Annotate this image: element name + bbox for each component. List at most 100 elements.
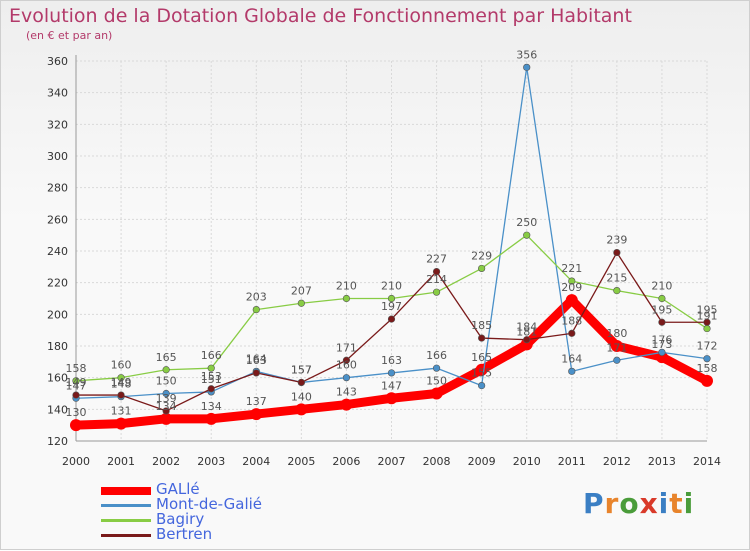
x-tick-label: 2009 [468, 455, 496, 468]
data-label: 158 [697, 362, 718, 375]
data-label: 140 [291, 390, 312, 403]
data-label: 158 [66, 362, 87, 375]
data-point [295, 403, 308, 416]
data-point [613, 248, 621, 257]
data-label: 147 [66, 379, 87, 392]
x-tick-label: 2002 [152, 455, 180, 468]
legend-swatch [101, 519, 151, 522]
data-label: 172 [697, 340, 718, 353]
chart-title: Evolution de la Dotation Globale de Fonc… [9, 5, 632, 27]
data-point [703, 355, 711, 363]
y-tick-label: 160 [47, 372, 68, 385]
data-label: 203 [246, 291, 267, 304]
x-tick-label: 2014 [693, 455, 721, 468]
data-point [162, 366, 170, 374]
data-label: 137 [246, 395, 267, 408]
data-point [565, 294, 578, 307]
data-point [162, 389, 170, 398]
y-tick-label: 220 [47, 277, 68, 290]
data-point [703, 324, 711, 333]
proxiti-logo: Proxiti [583, 487, 694, 520]
data-point [523, 336, 531, 344]
y-tick-label: 120 [47, 435, 68, 448]
x-tick-label: 2003 [197, 455, 225, 468]
data-label: 221 [561, 262, 582, 275]
logo-letter: r [604, 487, 620, 520]
data-label: 151 [201, 373, 222, 386]
data-label: 165 [471, 351, 492, 364]
y-tick-label: 240 [47, 245, 68, 258]
data-label: 185 [471, 319, 492, 332]
data-point [340, 398, 353, 411]
data-label: 195 [651, 303, 672, 316]
data-point [72, 377, 80, 385]
logo-letter: P [583, 487, 605, 520]
data-label: 164 [246, 352, 267, 365]
data-point [342, 356, 351, 364]
data-label: 160 [111, 359, 132, 372]
data-point [432, 364, 441, 372]
data-label: 173 [651, 338, 672, 351]
data-point [568, 367, 576, 375]
data-point [478, 334, 486, 342]
data-label: 195 [697, 303, 718, 316]
legend-label: GALlé [156, 480, 200, 498]
data-point [160, 412, 173, 425]
data-label: 239 [606, 234, 627, 247]
x-tick-label: 2010 [513, 455, 541, 468]
x-tick-label: 2006 [332, 455, 360, 468]
data-point [703, 318, 711, 326]
logo-letter: i [658, 487, 670, 520]
data-point [658, 348, 666, 356]
data-label: 184 [516, 321, 537, 334]
data-label: 210 [336, 280, 357, 293]
data-point [385, 392, 398, 405]
data-point [568, 277, 576, 285]
data-label: 356 [516, 48, 537, 61]
data-label: 191 [697, 310, 718, 323]
legend-label: Bagiry [156, 510, 205, 528]
data-label: 180 [606, 327, 627, 340]
data-point [432, 267, 441, 276]
data-point [613, 356, 621, 364]
data-label: 181 [516, 325, 537, 338]
data-point [207, 385, 215, 393]
data-label: 214 [426, 273, 447, 286]
data-point [250, 408, 263, 421]
data-label: 160 [336, 359, 357, 372]
data-point [568, 329, 576, 337]
legend-swatch [101, 534, 151, 537]
x-tick-label: 2001 [107, 455, 135, 468]
x-tick-label: 2004 [242, 455, 270, 468]
data-point [387, 369, 396, 377]
legend-label: Mont-de-Galié [156, 495, 263, 513]
x-tick-label: 2000 [62, 455, 90, 468]
x-tick-label: 2007 [378, 455, 406, 468]
chart-subtitle: (en € et par an) [26, 29, 113, 42]
data-label: 166 [201, 349, 222, 362]
data-point [523, 63, 531, 71]
y-tick-label: 340 [47, 87, 68, 100]
data-point [387, 315, 396, 323]
data-label: 148 [111, 378, 132, 391]
data-label: 150 [156, 375, 177, 388]
data-label: 207 [291, 284, 312, 297]
data-label: 215 [606, 272, 627, 285]
data-point [478, 264, 486, 273]
data-point [523, 231, 531, 239]
y-tick-label: 180 [47, 340, 68, 353]
data-label: 157 [291, 363, 312, 376]
data-point [72, 391, 80, 399]
y-tick-label: 320 [47, 118, 68, 131]
data-label: 130 [66, 406, 87, 419]
logo-letter: t [669, 487, 684, 520]
data-point [432, 288, 441, 296]
data-label: 157 [291, 363, 312, 376]
x-tick-label: 2008 [423, 455, 451, 468]
data-label: 139 [156, 392, 177, 405]
data-point [297, 299, 305, 307]
data-label: 134 [156, 400, 177, 413]
data-label: 153 [201, 370, 222, 383]
